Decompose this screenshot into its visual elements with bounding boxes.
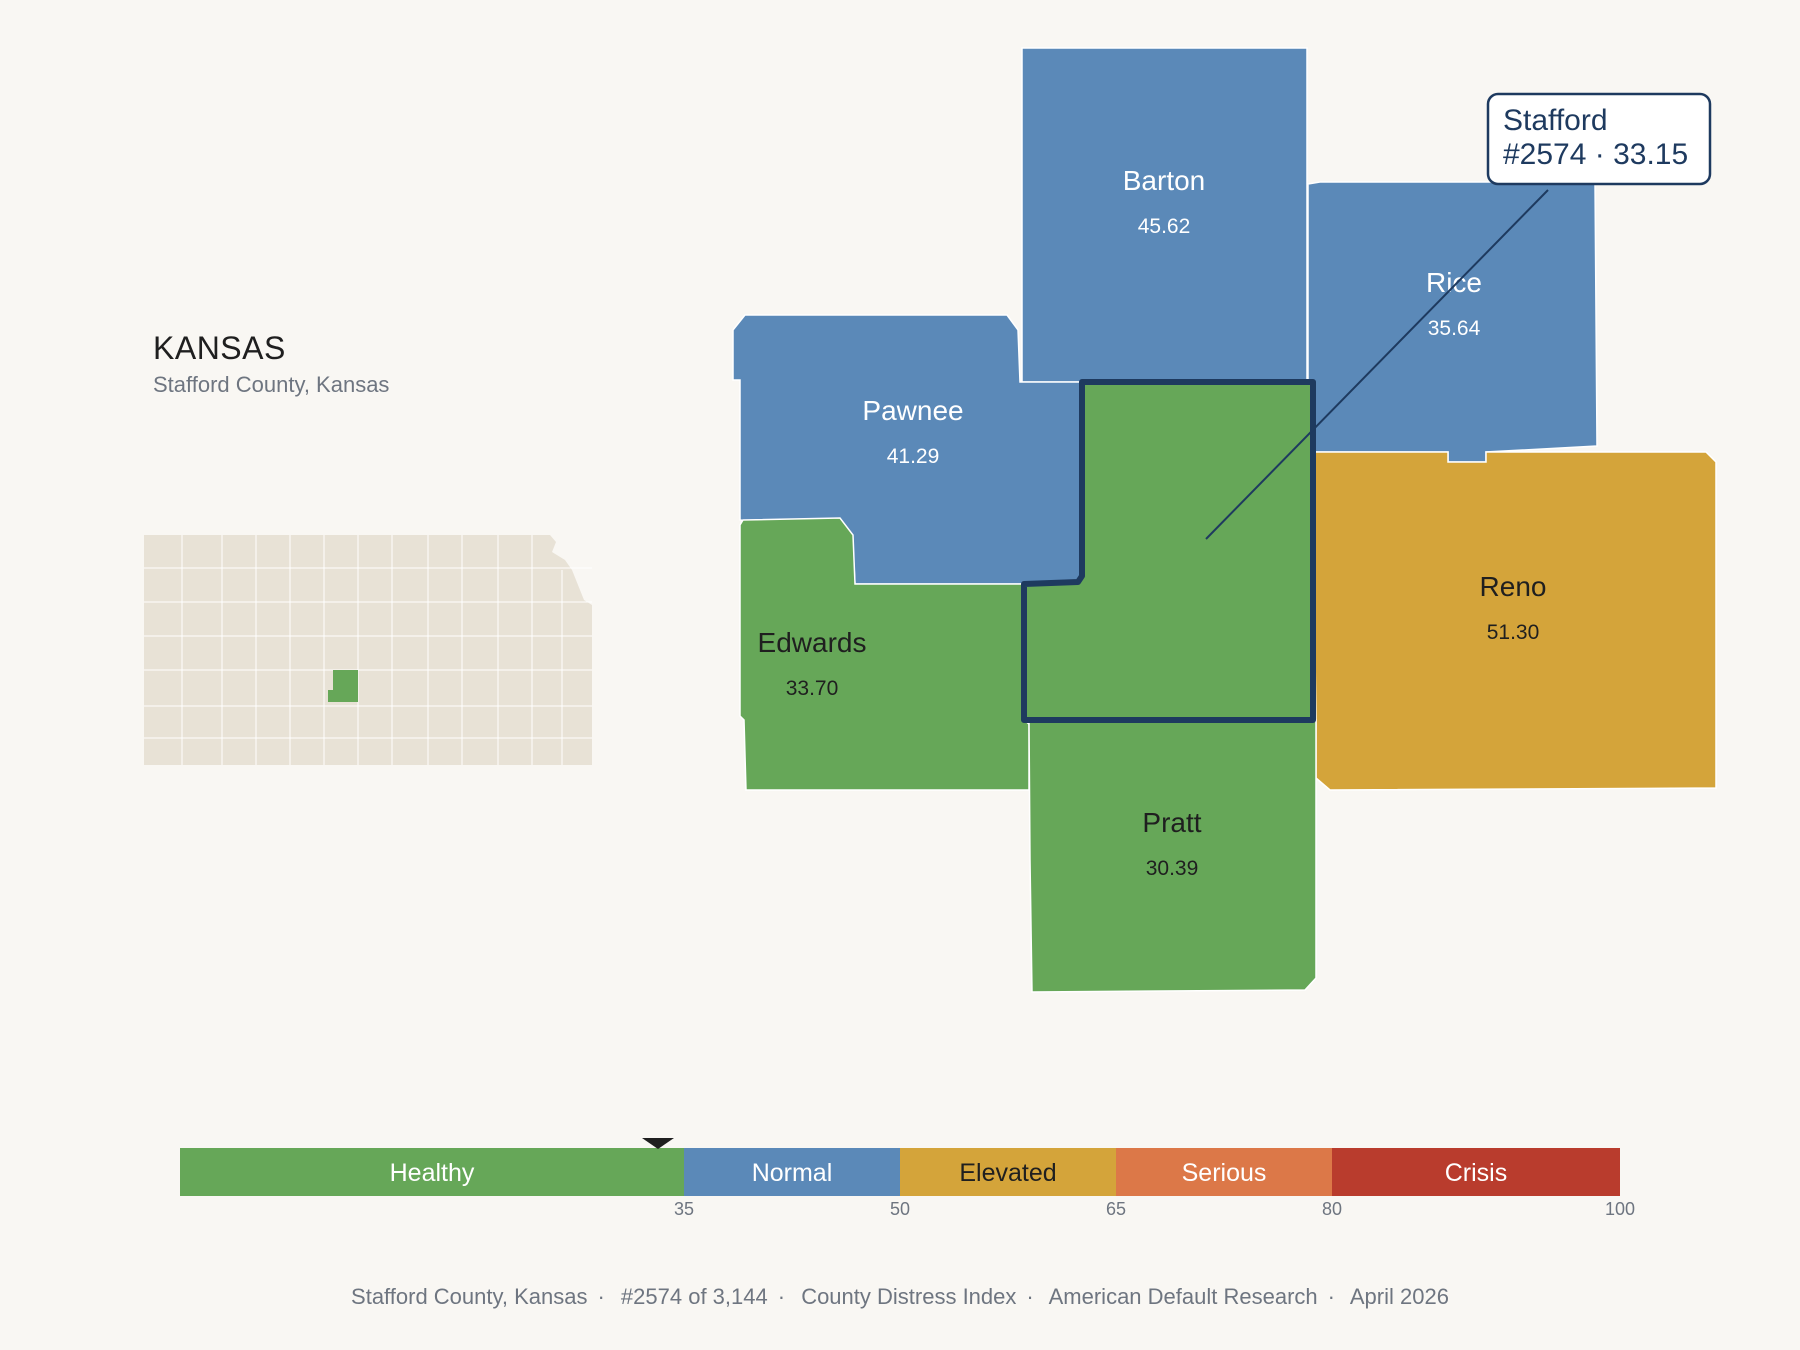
callout-leader-line — [1205, 189, 1549, 540]
county-name-edwards: Edwards — [758, 627, 867, 658]
county-pratt[interactable] — [1028, 719, 1317, 993]
county-value-edwards: 33.70 — [786, 677, 839, 700]
county-value-reno: 51.30 — [1487, 621, 1540, 644]
county-value-barton: 45.62 — [1138, 215, 1191, 238]
legend-segment-serious — [1116, 1148, 1332, 1196]
footer-index-name: County Distress Index — [801, 1284, 1017, 1309]
state-subtitle: Stafford County, Kansas — [153, 372, 390, 397]
kansas-locator-map — [144, 535, 592, 765]
legend-label-serious: Serious — [1182, 1159, 1267, 1187]
stafford-locator-highlight — [328, 670, 358, 702]
kansas-state-shape — [144, 535, 592, 765]
legend-label-healthy: Healthy — [390, 1159, 475, 1187]
footer-rank: #2574 of 3,144 — [620, 1284, 768, 1309]
legend-tick-100: 100 — [1605, 1199, 1635, 1219]
county-value-pawnee: 41.29 — [887, 445, 940, 468]
county-name-barton: Barton — [1123, 165, 1206, 196]
footer-date: April 2026 — [1349, 1284, 1449, 1309]
legend-tick-50: 50 — [890, 1199, 910, 1219]
legend-label-elevated: Elevated — [959, 1159, 1056, 1187]
county-name-rice: Rice — [1426, 267, 1482, 298]
county-name-pawnee: Pawnee — [862, 395, 963, 426]
footer-county: Stafford County, Kansas — [351, 1284, 588, 1309]
county-name-pratt: Pratt — [1142, 807, 1201, 838]
legend-label-normal: Normal — [752, 1159, 833, 1187]
legend-tick-65: 65 — [1106, 1199, 1126, 1219]
legend-segment-elevated — [900, 1148, 1116, 1196]
callout-rank-value: #2574 · 33.15 — [1503, 138, 1688, 171]
legend-tick-80: 80 — [1322, 1199, 1342, 1219]
county-stafford[interactable] — [1021, 379, 1316, 723]
legend-segment-normal — [684, 1148, 900, 1196]
legend-segment-healthy — [180, 1148, 684, 1196]
county-name-reno: Reno — [1480, 571, 1547, 602]
footer-source: American Default Research — [1048, 1284, 1318, 1309]
legend-label-crisis: Crisis — [1445, 1159, 1508, 1187]
callout-county-name: Stafford — [1503, 104, 1608, 137]
legend-segment-crisis — [1332, 1148, 1620, 1196]
county-value-rice: 35.64 — [1428, 317, 1481, 340]
distress-legend: Healthy Normal Elevated Serious Crisis 35 50 65… — [180, 1138, 1635, 1219]
legend-marker-icon — [642, 1138, 674, 1149]
county-value-pratt: 30.39 — [1146, 857, 1199, 880]
callout-box — [1486, 92, 1712, 186]
state-title: KANSAS — [153, 330, 286, 366]
legend-tick-35: 35 — [674, 1199, 694, 1219]
footer: Stafford County, Kansas · #2574 of 3,144 ·… — [351, 1284, 1449, 1309]
